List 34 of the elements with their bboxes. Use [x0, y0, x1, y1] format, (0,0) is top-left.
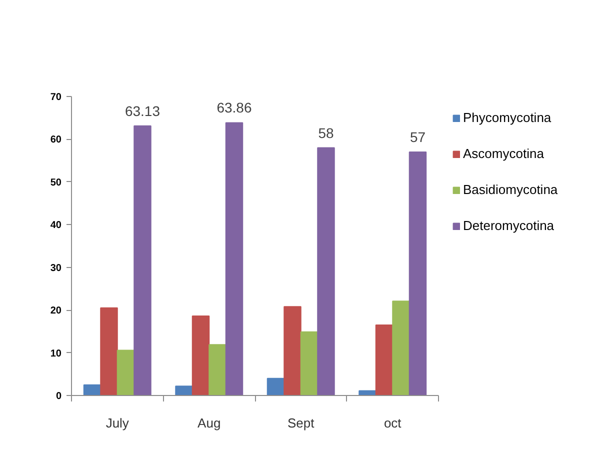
legend-label: Phycomycotina	[463, 110, 552, 125]
bar	[408, 152, 427, 396]
y-tick-label: 40	[50, 220, 62, 232]
y-tick-label: 0	[56, 391, 62, 402]
data-label: 58	[318, 124, 334, 141]
bar	[208, 344, 226, 396]
data-label: 57	[410, 129, 426, 146]
bar	[100, 307, 118, 396]
bar	[116, 350, 135, 396]
x-tick-label: oct	[384, 416, 402, 430]
bar	[392, 300, 410, 396]
bar	[225, 122, 244, 396]
x-tick-label: Aug	[198, 416, 221, 430]
bar	[375, 324, 394, 396]
legend-label: Basidiomycotina	[463, 182, 558, 197]
legend-label: Ascomycotina	[463, 146, 544, 161]
data-label: 63.13	[124, 102, 160, 119]
bar	[300, 331, 318, 396]
x-tick-label: Sept	[288, 416, 315, 430]
data-label: 63.86	[216, 100, 252, 116]
bar	[266, 378, 285, 396]
bar	[192, 316, 210, 396]
y-tick-label: 30	[50, 262, 62, 274]
bar	[134, 125, 152, 396]
y-tick-label: 10	[50, 348, 62, 360]
bar	[317, 147, 335, 396]
y-tick-label: 50	[50, 177, 62, 188]
bar	[175, 386, 193, 396]
bar	[284, 306, 302, 396]
x-tick-label: July	[106, 416, 130, 430]
y-tick-label: 70	[50, 92, 62, 103]
legend-label: Deteromycotina	[463, 218, 554, 233]
y-tick-label: 20	[50, 306, 62, 317]
y-tick-label: 60	[50, 134, 62, 146]
